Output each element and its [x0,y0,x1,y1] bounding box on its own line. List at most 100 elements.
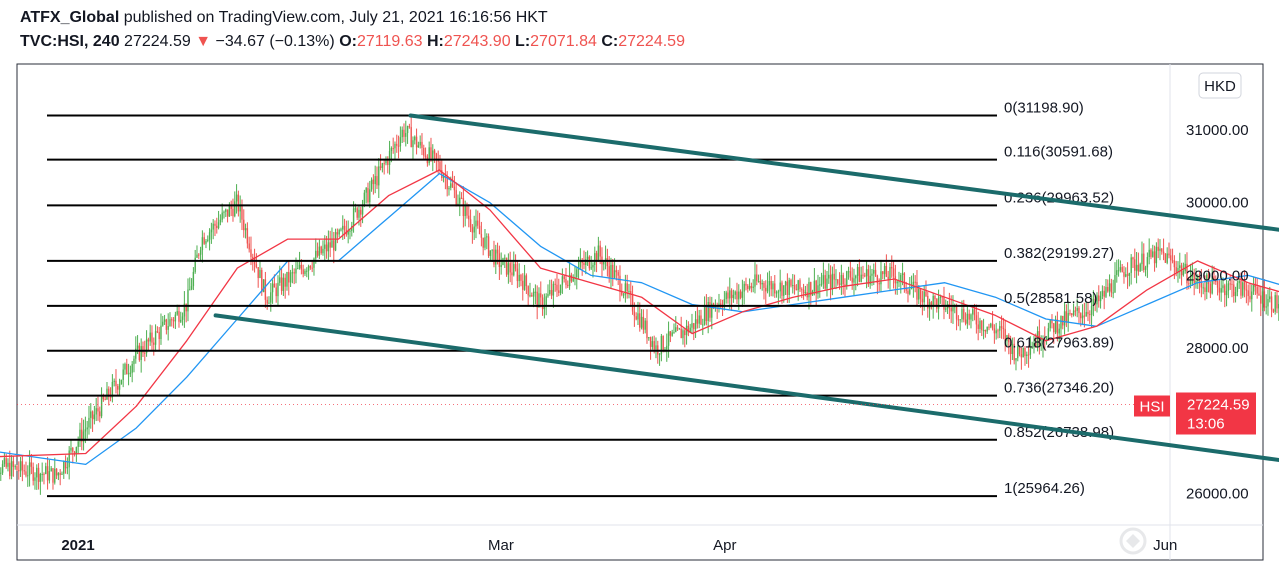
candle-down [367,188,369,203]
candle-up [349,230,351,232]
candle-down [1051,319,1053,324]
candle-down [1000,326,1003,329]
candle-down [280,277,283,291]
candle-down [662,336,664,350]
candle-up [1108,283,1111,292]
candle-down [1157,246,1159,251]
candle-up [819,284,821,286]
candle-up [136,345,139,349]
candle-up [1029,348,1032,355]
candle-down [52,468,54,483]
candle-up [804,292,807,294]
candle-down [1137,264,1140,272]
candle-up [297,268,299,270]
candle-up [999,326,1001,331]
candle-down [108,388,110,397]
candle-down [696,319,699,324]
candle-up [68,450,70,468]
candle-down [981,320,983,331]
candle-up [1144,267,1147,270]
candle-down [730,290,733,299]
candle-down [1080,313,1082,319]
candle-down [984,329,987,332]
fib-level-label: 0.382(29199.27) [1004,245,1114,262]
candle-up [118,383,121,390]
candle-down [1198,276,1201,282]
candle-up [201,237,204,251]
candle-up [1067,313,1069,323]
candle-up [768,281,771,286]
candle-up [358,209,360,218]
candle-up [775,292,778,294]
candle-down [97,408,99,412]
candle-down [1027,354,1030,356]
candle-down [563,276,565,279]
candle-down [451,183,454,187]
candle-down [477,220,479,226]
candle-up [923,291,925,303]
candle-down [1110,283,1113,293]
candle-down [455,190,457,205]
fib-level-label: 0.736(27346.20) [1004,380,1114,397]
candle-up [169,319,171,327]
candle-down [790,280,792,286]
candle-up [208,232,211,240]
candle-up [622,294,625,296]
candle-down [921,298,924,303]
candle-down [1204,287,1206,292]
candle-up [507,263,510,275]
candle-down [799,280,801,290]
candle-up [545,296,547,306]
candle-down [214,223,216,226]
candle-down [250,249,252,257]
candle-up [334,232,337,251]
candle-up [673,332,675,334]
candle-down [849,271,852,278]
candle-down [142,346,144,353]
candle-down [867,269,870,285]
candle-down [608,266,610,278]
candle-down [509,263,511,273]
candle-up [1220,288,1222,293]
publish-text: published on TradingView.com, July 21, 2… [119,9,548,26]
candle-down [851,277,853,283]
candle-up [363,192,366,206]
candle-up [450,183,452,188]
candle-up [219,219,222,223]
candle-up [239,204,241,212]
chart-frame [16,63,1264,561]
candle-down [1020,354,1023,358]
symbol-tag-text: HSI [1139,399,1164,416]
candle-down [844,284,846,286]
candle-up [678,328,681,330]
candle-up [196,254,198,258]
candle-up [457,203,459,205]
candle-up [910,287,913,290]
candle-down [1053,323,1055,333]
candle-down [1249,296,1251,300]
fib-level-label: 0.116(30591.68) [1004,144,1113,161]
candle-up [88,417,90,428]
candle-down [736,291,738,300]
candle-up [1054,319,1057,333]
y-axis-tick-label: 26000.00 [1186,486,1249,503]
candle-up [210,229,213,233]
candle-down [1094,298,1096,305]
candle-up [1251,291,1253,300]
candle-up [327,242,330,252]
candle-down [1056,319,1059,334]
candle-down [919,288,922,299]
candle-down [230,206,232,209]
candle-down [396,143,398,146]
candle-down [55,468,58,476]
symbol-label[interactable]: TVC:HSI, 240 [20,33,120,50]
candle-up [124,363,126,370]
candle-down [1098,295,1100,302]
candle-up [111,381,114,398]
candle-up [378,166,380,186]
currency-badge[interactable]: HKD [1198,72,1242,99]
publisher-name[interactable]: ATFX_Global [20,9,120,26]
candle-up [370,179,373,190]
candle-up [365,188,367,193]
